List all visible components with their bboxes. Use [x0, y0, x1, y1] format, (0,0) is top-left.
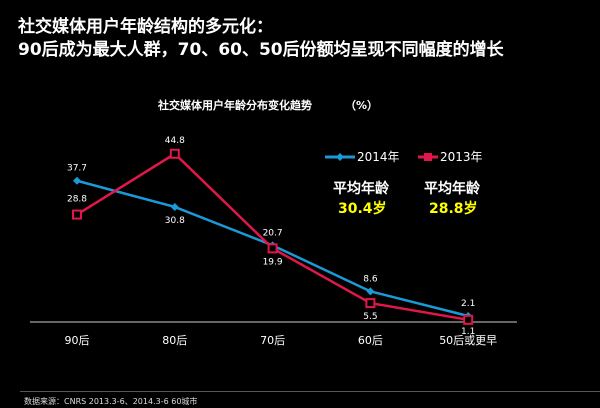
legend-2013: 2013年 [418, 148, 483, 165]
data-point [169, 148, 180, 159]
data-label: 5.5 [363, 312, 377, 322]
avg-label-2013: 平均年龄 [424, 181, 480, 197]
chart-title: 社交媒体用户年龄分布变化趋势 [158, 99, 312, 112]
slide-title-line2: 90后成为最大人群，70、60、50后份额均呈现不同幅度的增长 [18, 40, 504, 60]
legend-marker-diamond-icon [325, 152, 355, 161]
legend-label: 2013年 [440, 150, 483, 164]
data-label: 37.7 [67, 164, 87, 174]
x-tick-label: 80后 [162, 334, 187, 347]
data-label: 19.9 [263, 257, 283, 267]
data-point [267, 243, 278, 254]
data-label: 8.6 [363, 274, 378, 284]
data-point [72, 209, 82, 220]
data-label: 44.8 [165, 136, 185, 146]
data-label: 2.1 [461, 299, 475, 309]
legend-label: 2014年 [357, 150, 400, 164]
slide-title-line1: 社交媒体用户年龄结构的多元化： [18, 17, 273, 37]
data-label: 28.8 [67, 195, 87, 205]
legend-marker-square-icon [418, 152, 438, 161]
chart-unit: （%） [345, 99, 379, 112]
data-point [365, 298, 376, 309]
avg-label-2014: 平均年龄 [333, 181, 389, 197]
data-label: 1.1 [461, 327, 475, 337]
data-point [170, 202, 179, 211]
data-point [463, 314, 474, 325]
data-source: 数据来源：CNRS 2013.3-6、2014.3-6 60城市 [24, 397, 198, 406]
footer-divider [20, 391, 600, 392]
x-tick-label: 70后 [260, 334, 285, 347]
legend-2014: 2014年 [325, 148, 400, 165]
data-point [366, 287, 375, 296]
x-tick-label: 50后或更早 [439, 334, 497, 347]
data-point [73, 176, 81, 185]
x-tick-label: 90后 [65, 334, 90, 347]
data-label: 20.7 [263, 228, 283, 238]
data-label: 30.8 [165, 216, 185, 226]
avg-value-2013: 28.8岁 [429, 201, 478, 217]
avg-value-2014: 30.4岁 [338, 201, 387, 217]
x-tick-label: 60后 [358, 334, 383, 347]
